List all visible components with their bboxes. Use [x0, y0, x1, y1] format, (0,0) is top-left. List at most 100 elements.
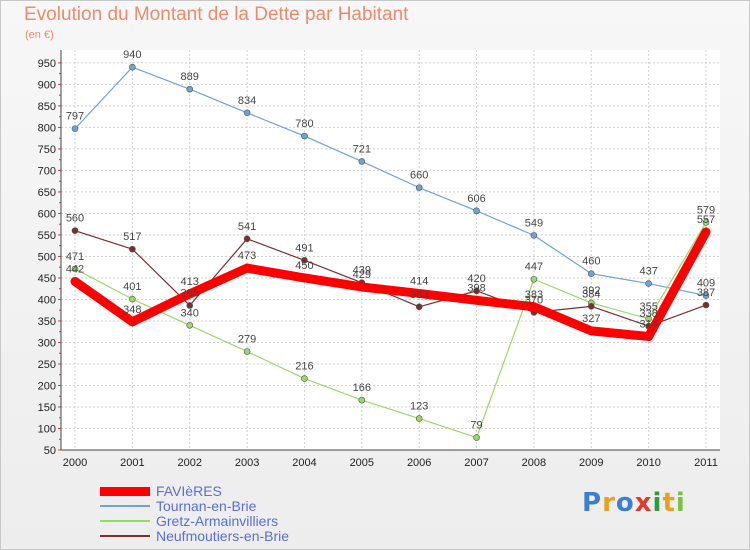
legend-label: Neufmoutiers-en-Brie	[156, 528, 290, 544]
data-point	[530, 275, 538, 283]
data-point	[415, 303, 423, 311]
y-tick-label: 750	[38, 144, 56, 156]
data-point	[702, 301, 710, 309]
data-label: 606	[467, 193, 485, 205]
data-point	[473, 434, 480, 441]
data-label: 940	[123, 49, 141, 61]
data-point	[71, 265, 79, 273]
data-label: 79	[470, 420, 482, 432]
y-tick-label: 600	[38, 208, 56, 220]
data-label: 834	[238, 95, 256, 107]
data-point	[301, 132, 308, 140]
data-label: 721	[353, 143, 371, 155]
x-tick-label: 2008	[522, 457, 546, 469]
x-tick-label: 2009	[579, 457, 603, 469]
x-tick-label: 2010	[636, 457, 660, 469]
legend-label: Gretz-Armainvilliers	[156, 513, 279, 529]
y-tick-label: 800	[38, 122, 56, 134]
logo-letter: o	[615, 488, 635, 518]
data-label: 889	[181, 71, 199, 83]
data-point	[702, 219, 710, 226]
x-tick-label: 2000	[63, 457, 87, 469]
data-label: 166	[353, 382, 371, 394]
y-tick-label: 550	[38, 230, 56, 242]
data-label: 355	[639, 301, 657, 313]
x-tick-label: 2003	[235, 457, 259, 469]
y-tick-label: 450	[38, 273, 56, 285]
data-point	[645, 315, 652, 323]
data-label: 780	[295, 118, 313, 130]
data-label: 541	[238, 221, 256, 233]
line-chart: 50 100 150 200 250 300 350 400 450 500 550 600 650 70…	[38, 49, 720, 469]
plot-area	[61, 50, 720, 450]
data-label: 797	[66, 111, 84, 123]
data-point	[129, 295, 136, 303]
data-point	[358, 396, 366, 404]
data-label: 348	[123, 304, 141, 316]
data-label: 460	[582, 256, 600, 268]
data-label: 437	[639, 266, 657, 278]
data-point	[186, 85, 194, 93]
data-label: 473	[238, 250, 256, 262]
logo-letter: i	[675, 488, 686, 518]
y-tick-label: 500	[38, 251, 56, 263]
data-point	[243, 109, 251, 117]
data-label: 450	[295, 260, 313, 272]
data-label: 429	[353, 269, 371, 281]
proxiti-logo: Proxiti	[582, 488, 686, 518]
y-tick-label: 250	[38, 359, 56, 371]
y-tick-label: 950	[38, 58, 56, 70]
data-label: 386	[181, 287, 199, 299]
data-label: 398	[467, 282, 485, 294]
data-label: 392	[582, 285, 600, 297]
data-label: 216	[295, 361, 313, 373]
data-label: 439	[353, 265, 371, 277]
data-label: 560	[66, 213, 84, 225]
data-label: 314	[639, 318, 657, 330]
logo-letter: t	[662, 488, 676, 518]
data-label: 327	[582, 313, 600, 325]
data-point	[702, 292, 710, 299]
y-tick-label: 150	[38, 402, 56, 414]
data-point	[587, 270, 595, 277]
data-point	[587, 303, 595, 310]
data-label: 660	[410, 170, 428, 182]
data-label: 123	[410, 401, 428, 413]
series-line-0	[70, 227, 711, 341]
data-label: 401	[123, 281, 141, 293]
data-label: 579	[697, 204, 715, 216]
data-point	[243, 235, 251, 243]
data-label: 370	[525, 294, 543, 306]
data-label: 517	[123, 231, 141, 243]
x-tick-label: 2006	[407, 457, 431, 469]
data-point	[71, 125, 79, 133]
data-point	[129, 63, 136, 71]
legend-swatch	[100, 535, 150, 537]
logo-letter: i	[652, 488, 663, 518]
x-tick-label: 2007	[464, 457, 488, 469]
data-label: 491	[295, 242, 313, 254]
data-label: 420	[467, 273, 485, 285]
data-point	[473, 287, 480, 295]
data-point	[243, 348, 251, 355]
data-point	[645, 280, 652, 287]
data-label: 557	[697, 214, 715, 226]
unit-label: (en €)	[25, 29, 54, 41]
y-tick-label: 100	[38, 423, 56, 435]
data-point	[415, 415, 423, 422]
data-label: 279	[238, 334, 256, 346]
y-tick-label: 700	[38, 165, 56, 177]
x-tick-label: 2001	[120, 457, 144, 469]
logo-letter: P	[582, 488, 603, 518]
data-label: 340	[181, 307, 199, 319]
legend-swatch	[100, 487, 150, 496]
legend-swatch	[100, 505, 150, 507]
legend-label: Tournan-en-Brie	[156, 498, 257, 514]
data-label: 414	[410, 275, 428, 287]
y-tick-label: 400	[38, 294, 56, 306]
data-point	[129, 245, 136, 253]
data-label: 409	[697, 278, 715, 290]
legend-label: FAVIèRES	[156, 483, 222, 499]
data-label: 413	[181, 276, 199, 288]
data-point	[473, 207, 480, 215]
